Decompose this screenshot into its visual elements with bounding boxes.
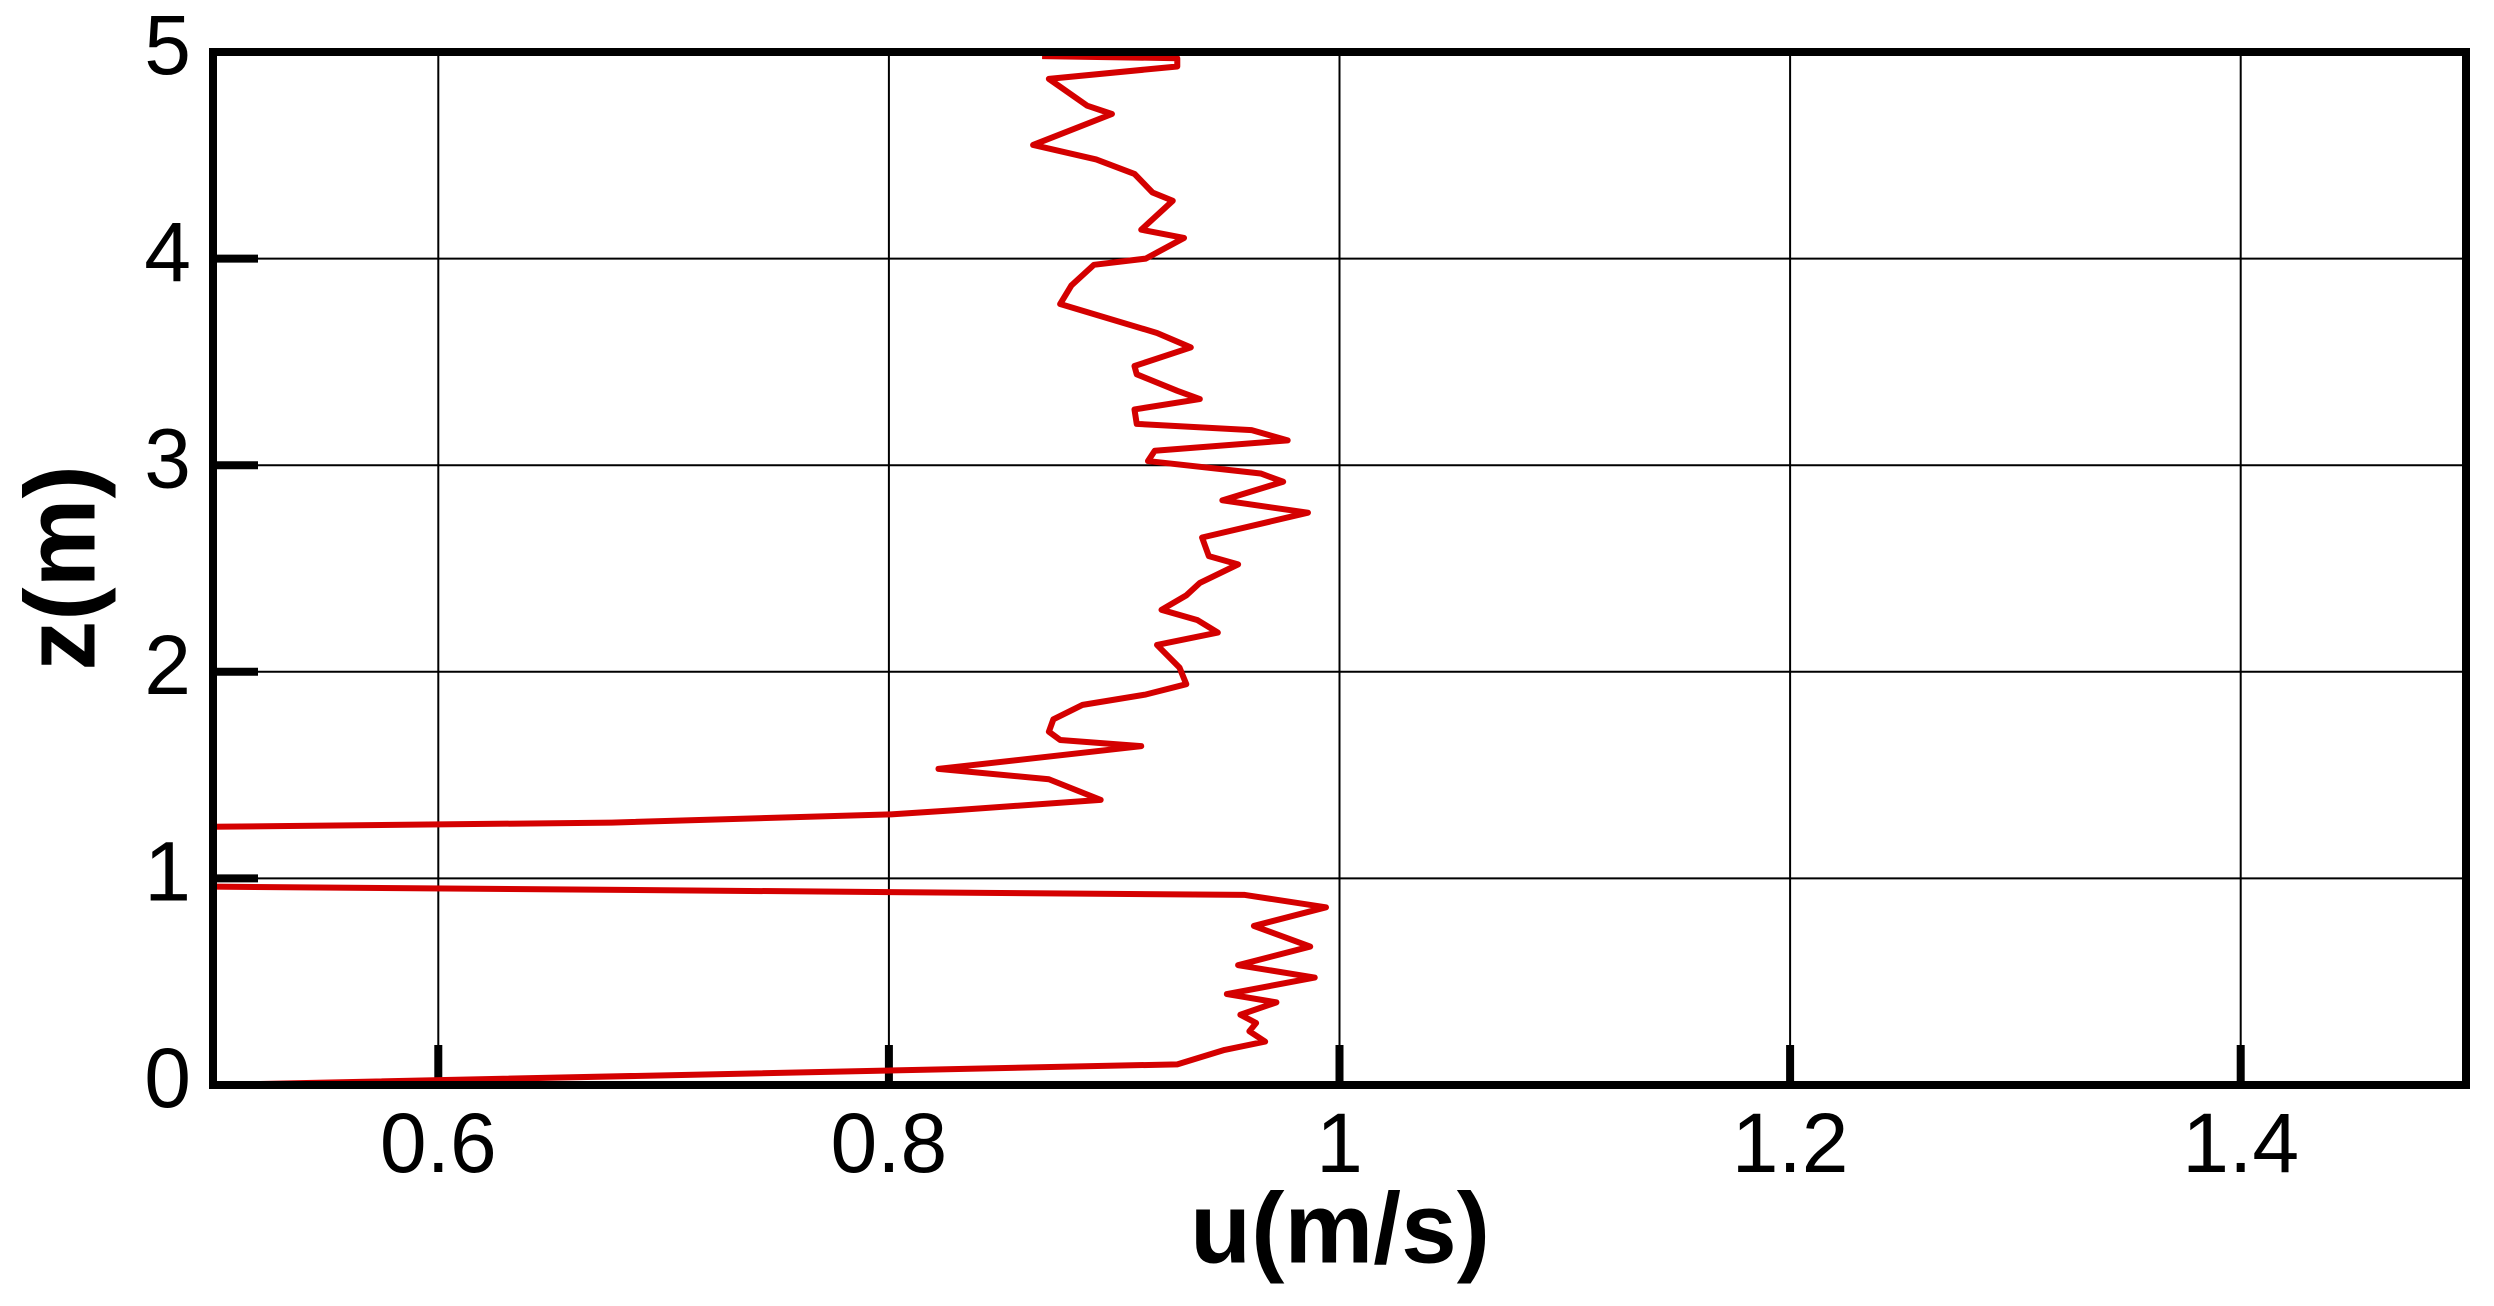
data-line <box>212 53 1329 1088</box>
y-axis-title: z(m) <box>4 465 116 671</box>
x-axis-title: u(m/s) <box>1190 1172 1490 1284</box>
y-tick-label: 3 <box>144 411 191 505</box>
y-tick-label: 0 <box>144 1031 191 1125</box>
x-tick-label: 0.6 <box>380 1096 497 1190</box>
x-tick-label: 1 <box>1316 1096 1363 1190</box>
y-tick-label: 1 <box>144 825 191 919</box>
x-tick-label: 1.2 <box>1732 1096 1849 1190</box>
y-tick-label: 4 <box>144 205 191 299</box>
y-tick-label: 2 <box>144 618 191 712</box>
y-tick-label: 5 <box>144 0 191 92</box>
x-tick-label: 0.8 <box>831 1096 948 1190</box>
x-tick-label: 1.4 <box>2182 1096 2299 1190</box>
plot-frame <box>209 48 2470 1089</box>
